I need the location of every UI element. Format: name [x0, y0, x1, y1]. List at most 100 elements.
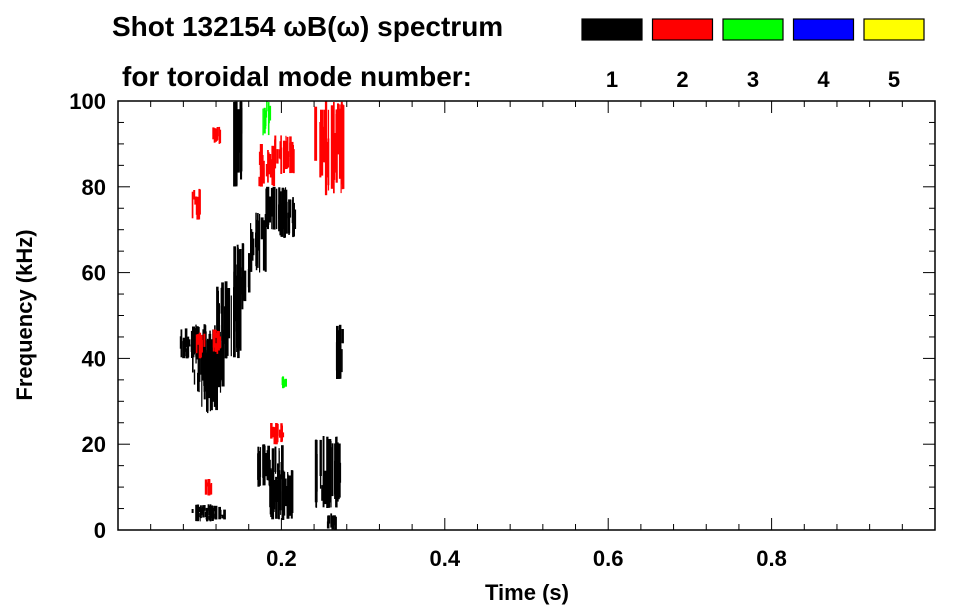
mode-1-streak [210, 506, 213, 512]
mode-1-streak [236, 109, 240, 173]
mode-1-streak [269, 476, 272, 508]
mode-1-streak [250, 229, 253, 272]
mode-1-streak [260, 217, 264, 240]
mode-2-streak [287, 157, 290, 168]
mode-2-streak [197, 336, 200, 344]
mode-1-streak [233, 287, 236, 358]
mode-1-streak [282, 471, 286, 516]
mode-1-streak [223, 509, 226, 520]
mode-1-streak [234, 101, 238, 187]
mode-1-streak [292, 197, 294, 238]
mode-1-streak [333, 519, 336, 526]
mode-1-streak [213, 505, 215, 512]
mode-2-spectrum [191, 101, 345, 496]
mode-2-streak [278, 149, 281, 159]
mode-1-streak [281, 445, 284, 480]
plot-area: 0.2 0.4 0.6 0.8 0 20 40 60 80 100 [69, 89, 936, 571]
mode-2-streak [260, 166, 262, 186]
mode-3-streak [281, 377, 284, 386]
mode-2-streak [193, 190, 196, 200]
mode-1-streak [235, 275, 238, 315]
mode-1-streak [233, 271, 237, 314]
mode-1-streak [263, 445, 266, 485]
mode-1-spectrum [179, 101, 344, 530]
mode-1-streak [327, 515, 330, 524]
y-axis: 0 20 40 60 80 100 [69, 89, 935, 543]
mode-1-streak [240, 101, 243, 180]
mode-1-streak [336, 458, 338, 486]
mode-3-streak [268, 108, 270, 124]
mode-1-streak [200, 505, 202, 519]
legend: 1 2 3 4 5 [581, 18, 925, 92]
y-tick-label: 20 [82, 432, 106, 457]
mode-1-streak [186, 336, 190, 358]
mode-1-streak [326, 436, 329, 508]
mode-2-streak [215, 343, 218, 352]
mode-1-streak [211, 510, 213, 521]
mode-1-streak [272, 198, 274, 209]
mode-1-streak [281, 216, 283, 229]
mode-1-streak [230, 295, 232, 357]
mode-2-streak [323, 109, 326, 163]
mode-1-streak [288, 475, 292, 516]
y-axis-label: Frequency (kHz) [12, 229, 37, 400]
mode-2-streak [271, 161, 274, 176]
mode-2-streak [330, 105, 334, 189]
x-tick-label: 0.2 [266, 546, 297, 571]
mode-2-streak [207, 479, 211, 496]
mode-1-streak [327, 441, 331, 508]
y-tick-label: 100 [69, 89, 106, 114]
mode-1-streak [290, 479, 293, 498]
mode-2-streak [277, 425, 279, 443]
mode-2-streak [198, 188, 201, 220]
mode-1-streak [334, 460, 336, 495]
mode-2-streak [201, 340, 203, 353]
mode-1-streak [208, 515, 211, 521]
legend-label-mode-3: 3 [747, 67, 759, 92]
mode-1-streak [334, 516, 337, 530]
mode-2-streak [335, 110, 339, 152]
mode-2-streak [339, 104, 341, 154]
mode-1-streak [321, 485, 324, 501]
mode-1-streak [212, 382, 216, 402]
mode-1-streak [265, 188, 268, 227]
mode-1-streak [275, 188, 278, 230]
mode-1-streak [192, 326, 196, 355]
x-tick-label: 0.6 [593, 546, 624, 571]
mode-2-streak [207, 482, 210, 486]
legend-swatch-mode-2 [651, 18, 714, 41]
mode-1-streak [341, 329, 344, 344]
mode-1-streak [332, 515, 336, 521]
mode-3-streak [284, 378, 287, 387]
mode-3-streak [266, 101, 268, 112]
mode-1-streak [209, 504, 212, 522]
mode-3-streak [269, 105, 272, 121]
mode-1-streak [338, 471, 340, 500]
mode-2-streak [195, 334, 198, 354]
mode-2-streak [212, 127, 215, 140]
mode-1-streak [247, 269, 251, 288]
mode-2-streak [265, 164, 268, 177]
mode-1-streak [180, 329, 183, 358]
mode-1-streak [207, 504, 210, 511]
mode-2-streak [191, 191, 194, 219]
mode-1-streak [275, 476, 278, 519]
mode-1-streak [219, 509, 222, 516]
mode-1-streak [265, 453, 268, 477]
mode-1-streak [331, 443, 334, 497]
mode-1-streak [193, 369, 196, 385]
chart-title-line2: for toroidal mode number: [122, 61, 472, 92]
x-axis-label: Time (s) [485, 580, 569, 605]
y-tick-label: 0 [94, 518, 106, 543]
legend-label-mode-4: 4 [817, 67, 830, 92]
mode-2-streak [218, 126, 221, 144]
mode-1-streak [201, 340, 203, 407]
mode-1-streak [280, 200, 282, 228]
mode-1-streak [204, 511, 206, 517]
mode-1-streak [262, 220, 266, 271]
mode-1-streak [326, 521, 330, 529]
mode-3-spectrum [262, 101, 287, 389]
mode-1-streak [315, 439, 317, 507]
mode-1-streak [322, 436, 325, 508]
